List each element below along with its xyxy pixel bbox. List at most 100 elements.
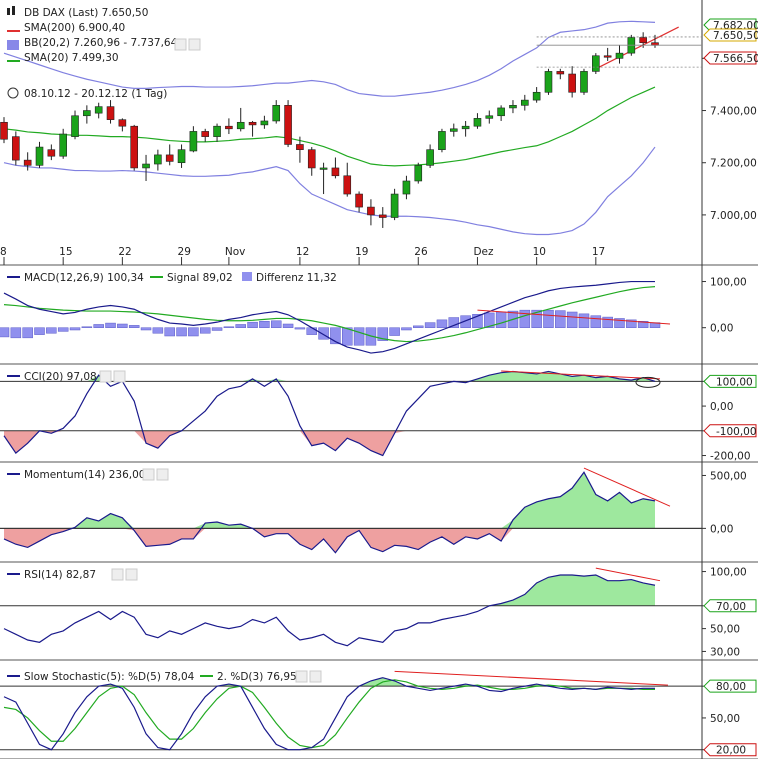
macd-hist-bar [555, 310, 566, 328]
bb-lower-line [3, 146, 656, 236]
macd-hist-bar [602, 316, 613, 328]
candle-body [12, 136, 20, 161]
momentum-neg-fill [4, 528, 655, 553]
rsi-line [3, 574, 656, 647]
candle-body [449, 128, 458, 132]
period-label: 08.10.12 - 20.12.12 (1 Tag) [24, 88, 167, 100]
legend-label: SMA(20) 7.499,30 [24, 52, 119, 64]
legend-label: CCI(20) 97,08 [24, 371, 97, 383]
legend-label: MACD(12,26,9) 100,34 [24, 272, 144, 284]
macd-hist-bar [270, 320, 282, 328]
candle-body [615, 52, 624, 59]
macd-hist-bar [318, 327, 329, 340]
macd-hist-bar [34, 327, 45, 335]
x-tick-label: Dez [473, 246, 494, 258]
candle-body [35, 146, 44, 166]
macd-hist-bar [294, 327, 306, 330]
sma200-line [595, 26, 679, 70]
macd-hist-bar [199, 327, 211, 334]
candle-body [473, 118, 482, 127]
candle-body [319, 167, 328, 170]
candle-body [225, 125, 233, 130]
candle-icon [7, 8, 10, 15]
x-tick-label: 12 [296, 246, 309, 258]
candle-body [331, 167, 340, 177]
candle-body [485, 115, 494, 119]
cci-neg-fill [4, 430, 655, 456]
level-tag-label: 70,00 [716, 601, 746, 613]
candle-body [390, 193, 399, 218]
y-tick-label: 7.200,00 [710, 158, 757, 170]
x-tick-label: 19 [355, 246, 368, 258]
legend-label: BB(20,2) 7.260,96 - 7.737,64 [24, 37, 178, 49]
candle-body [130, 125, 138, 169]
candle-body [165, 154, 174, 162]
legend-label: SMA(200) 6.900,40 [24, 22, 125, 34]
level-tag [703, 424, 757, 438]
price-tag [703, 51, 757, 65]
signal-line [3, 286, 656, 343]
macd-hist-bar [306, 327, 317, 335]
macd-hist-bar [448, 317, 460, 328]
candle-body [154, 154, 162, 165]
candle-body [532, 91, 541, 101]
macd-hist-bar [590, 315, 602, 328]
level-tag-label: -100,00 [716, 426, 757, 438]
level-tag-label: 80,00 [716, 681, 746, 693]
price-tag-label: 7.566,50 [713, 53, 758, 65]
level-tag-label: 20,00 [716, 745, 746, 757]
settings-icon [111, 568, 124, 581]
settings-icon [99, 370, 112, 383]
x-tick-label: 17 [592, 246, 605, 258]
macd-hist-bar [247, 321, 258, 328]
x-tick-label: 22 [118, 246, 131, 258]
candle-body [355, 193, 363, 208]
close-icon [309, 670, 322, 683]
candle-body [603, 55, 612, 58]
macd-hist-bar [105, 322, 116, 328]
candle-body [556, 71, 565, 75]
hist-legend-icon [242, 272, 252, 281]
macd-hist-bar [578, 313, 590, 328]
macd-hist-bar [436, 319, 448, 328]
candle-body [402, 180, 411, 195]
macd-hist-bar [152, 327, 164, 334]
cci-pos-fill [4, 371, 655, 382]
candle-body [307, 149, 316, 169]
macd-hist-bar [626, 319, 637, 328]
candle-body [59, 133, 67, 157]
y-tick-label: 100,00 [710, 567, 747, 579]
macd-hist-bar [188, 327, 199, 337]
candle-body [592, 55, 600, 72]
close-icon [113, 370, 126, 383]
candle-body [106, 106, 115, 120]
y-tick-label: 0,00 [710, 323, 733, 335]
level-tag [703, 599, 757, 613]
legend-label: Differenz 11,32 [256, 272, 337, 284]
level-tag [703, 374, 757, 388]
bb-legend-icon [7, 40, 19, 50]
candle-body [47, 149, 56, 157]
macd-hist-bar [519, 309, 531, 328]
candle-body [343, 175, 352, 195]
stoch-trendline [394, 670, 669, 686]
macd-hist-bar [472, 314, 483, 328]
x-tick-label: Nov [225, 246, 246, 258]
cci-highlight-ellipse [635, 376, 661, 388]
candle-body [118, 119, 127, 127]
close-icon [156, 468, 169, 481]
macd-hist-bar [424, 322, 436, 328]
macd-hist-bar [377, 327, 389, 341]
macd-hist-bar [128, 325, 140, 328]
macd-hist-bar [81, 326, 93, 328]
macd-hist-bar [22, 327, 33, 339]
momentum-trendline [583, 467, 671, 507]
candle-body [426, 149, 434, 166]
macd-hist-bar [401, 327, 412, 331]
macd-hist-bar [282, 323, 294, 328]
candle-body [142, 163, 150, 169]
momentum-pos-fill [4, 472, 655, 529]
macd-hist-bar [69, 327, 81, 331]
y-tick-label: 0,00 [710, 523, 733, 535]
macd-hist-bar [566, 311, 578, 328]
